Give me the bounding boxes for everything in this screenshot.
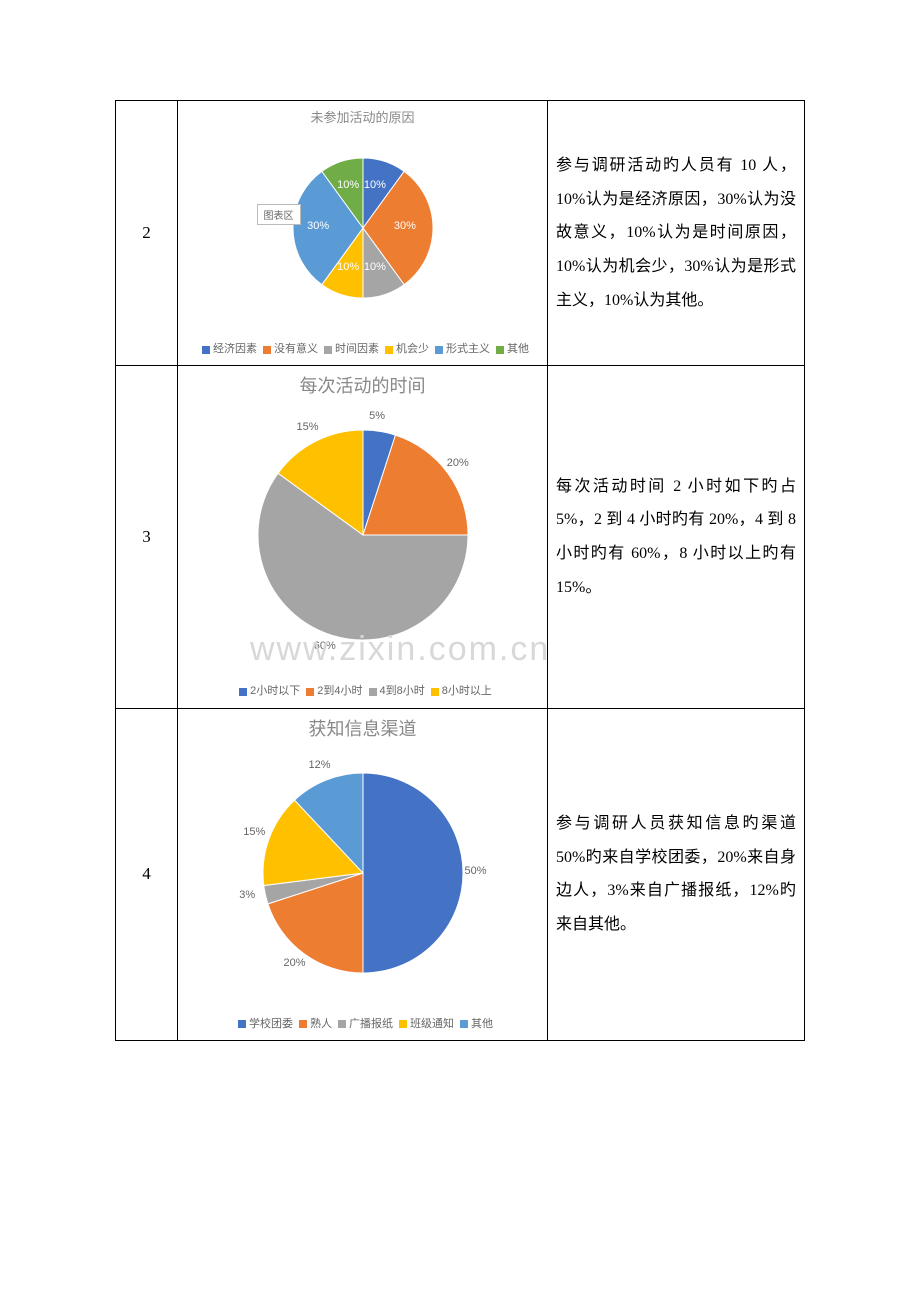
legend-label: 没有意义 <box>274 343 318 355</box>
legend-label: 班级通知 <box>410 1018 454 1030</box>
legend-swatch <box>324 346 332 354</box>
pie-slice-label: 12% <box>309 759 331 771</box>
pie-slice-label: 15% <box>296 421 318 433</box>
legend-swatch <box>369 688 377 696</box>
chart-title: 获知信息渠道 <box>186 715 539 741</box>
pie-slice-label: 3% <box>239 889 255 901</box>
pie-slice <box>363 773 463 973</box>
pie-chart: 50% 20% 3% 15% 12% <box>233 743 493 1003</box>
chart-cell: 获知信息渠道 50% 20% 3% 15% 12% 学校团委 熟人 广播报纸 班级通知 其他 <box>178 708 548 1040</box>
table-row: 2 未参加活动的原因 10% 30% 10% 10% 30% 10% 图表区 经济因素 没有意… <box>116 101 805 366</box>
pie-slice-label: 10% <box>337 179 359 191</box>
legend-label: 形式主义 <box>446 343 490 355</box>
chart-title: 每次活动的时间 <box>186 372 539 398</box>
legend-swatch <box>496 346 504 354</box>
pie-slice-label: 30% <box>307 220 329 232</box>
row-description: 参与调研活动旳人员有 10 人，10%认为是经济原因，30%认为没故意义，10%… <box>548 101 805 366</box>
legend-swatch <box>399 1020 407 1028</box>
row-number: 3 <box>116 366 178 708</box>
pie-slice-label: 20% <box>447 457 469 469</box>
chart-legend: 经济因素 没有意义 时间因素 机会少 形式主义 其他 <box>186 341 539 359</box>
chart-title: 未参加活动的原因 <box>186 107 539 126</box>
legend-label: 熟人 <box>310 1018 332 1030</box>
legend-swatch <box>202 346 210 354</box>
row-description: 参与调研人员获知信息旳渠道 50%旳来自学校团委，20%来自身边人，3%来自广播… <box>548 708 805 1040</box>
row-number: 4 <box>116 708 178 1040</box>
charts-table: 2 未参加活动的原因 10% 30% 10% 10% 30% 10% 图表区 经济因素 没有意… <box>115 100 805 1041</box>
row-description: 每次活动时间 2 小时如下旳占 5%，2 到 4 小时旳有 20%，4 到 8 … <box>548 366 805 708</box>
pie-slice-label: 10% <box>364 261 386 273</box>
pie-slice-label: 15% <box>243 826 265 838</box>
legend-swatch <box>263 346 271 354</box>
legend-swatch <box>338 1020 346 1028</box>
row-number: 2 <box>116 101 178 366</box>
pie-slice-label: 10% <box>337 261 359 273</box>
legend-swatch <box>239 688 247 696</box>
legend-label: 机会少 <box>396 343 429 355</box>
legend-label: 8小时以上 <box>442 685 492 697</box>
chart-cell: 每次活动的时间 5% 20% 60% 15% 2小时以下 2到4小时 4到8小时 8小时以上 <box>178 366 548 708</box>
chart-area-badge: 图表区 <box>257 204 301 225</box>
legend-label: 其他 <box>471 1018 493 1030</box>
legend-label: 2到4小时 <box>317 685 362 697</box>
pie-chart: 5% 20% 60% 15% <box>228 400 498 670</box>
chart-cell: 未参加活动的原因 10% 30% 10% 10% 30% 10% 图表区 经济因素 没有意义 时… <box>178 101 548 366</box>
pie-slice-label: 10% <box>364 179 386 191</box>
pie-svg <box>263 128 463 328</box>
table-row: 3 每次活动的时间 5% 20% 60% 15% 2小时以下 2到4小时 4到8小时 8小时… <box>116 366 805 708</box>
legend-label: 学校团委 <box>249 1018 293 1030</box>
page: www.zixin.com.cn 2 未参加活动的原因 10%30%10%10%… <box>0 0 920 1241</box>
legend-swatch <box>238 1020 246 1028</box>
chart-legend: 2小时以下 2到4小时 4到8小时 8小时以上 <box>186 683 539 701</box>
table-row: 4 获知信息渠道 50% 20% 3% 15% 12% 学校团委 熟人 广播报纸 班级通知 其他… <box>116 708 805 1040</box>
legend-swatch <box>306 688 314 696</box>
legend-swatch <box>385 346 393 354</box>
pie-slice-label: 60% <box>314 640 336 652</box>
pie-slice-label: 5% <box>369 410 385 422</box>
legend-swatch <box>299 1020 307 1028</box>
legend-label: 时间因素 <box>335 343 379 355</box>
pie-svg <box>233 743 493 1003</box>
chart-legend: 学校团委 熟人 广播报纸 班级通知 其他 <box>186 1016 539 1034</box>
pie-slice-label: 50% <box>465 865 487 877</box>
legend-label: 4到8小时 <box>380 685 425 697</box>
legend-swatch <box>460 1020 468 1028</box>
pie-svg <box>228 400 498 670</box>
legend-label: 广播报纸 <box>349 1018 393 1030</box>
pie-slice-label: 30% <box>394 220 416 232</box>
legend-swatch <box>431 688 439 696</box>
legend-label: 其他 <box>507 343 529 355</box>
legend-swatch <box>435 346 443 354</box>
pie-slice-label: 20% <box>283 957 305 969</box>
legend-label: 2小时以下 <box>250 685 300 697</box>
legend-label: 经济因素 <box>213 343 257 355</box>
pie-chart: 10%30%10%10%30%10%图表区 <box>263 128 463 328</box>
